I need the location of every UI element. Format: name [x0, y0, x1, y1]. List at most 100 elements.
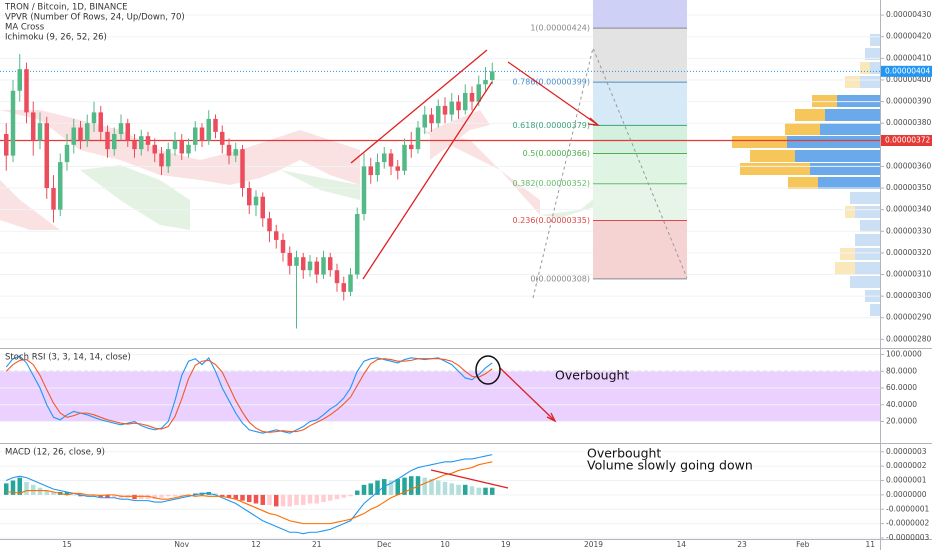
vp-row: [795, 109, 825, 121]
x-tick-label: 15: [62, 540, 72, 549]
candle-body: [375, 162, 380, 176]
candle-body: [294, 257, 299, 266]
indicator-label: VPVR (Number Of Rows, 24, Up/Down, 70): [5, 13, 185, 23]
histogram-bar: [24, 481, 29, 495]
price-tag-label: 0.00000372: [885, 135, 931, 144]
fib-label: 0(0.00000308): [530, 274, 590, 283]
y-tick-label: 0.00000350: [886, 183, 932, 192]
candle-body: [422, 114, 427, 128]
histogram-bar: [226, 494, 232, 498]
histogram-bar: [159, 494, 164, 498]
indicator-line: [6, 461, 493, 525]
candle-body: [105, 131, 110, 150]
fib-label: 1(0.00000424): [530, 24, 590, 33]
candle-body: [186, 144, 191, 154]
y-tick-label: 0.00000400: [886, 75, 932, 84]
candle-body: [233, 149, 238, 156]
plot-layer: 1(0.00000424) 0.786(0.00000399) 0.618(0.00…: [0, 0, 880, 539]
candle-body: [429, 114, 434, 124]
candle-body: [64, 144, 70, 163]
histogram-bar: [85, 494, 90, 497]
vp-row: [788, 177, 818, 189]
vp-row: [750, 150, 795, 162]
histogram-bar: [112, 494, 117, 498]
histogram-bar: [436, 480, 441, 495]
candle-body: [490, 71, 495, 80]
candle-body: [139, 136, 144, 150]
histogram-bar: [274, 494, 279, 507]
candle-body: [85, 123, 90, 141]
histogram-bar: [71, 494, 76, 496]
candle-body: [341, 283, 346, 292]
candle-body: [287, 252, 292, 266]
candle-body: [58, 162, 63, 210]
histogram-bar: [375, 480, 380, 495]
cloud-bearish: [0, 180, 60, 230]
x-tick-label: 11: [865, 540, 875, 549]
histogram-bar: [78, 494, 83, 497]
band: [0, 371, 880, 422]
candle-body: [24, 69, 29, 113]
histogram-bar: [91, 494, 97, 497]
vp-row: [860, 220, 880, 232]
histogram-bar: [145, 494, 151, 500]
candle-body: [71, 127, 76, 145]
histogram-bar: [361, 484, 367, 495]
histogram-bar: [31, 484, 36, 495]
cloud-bearish: [430, 110, 490, 160]
arrow: [507, 61, 599, 126]
candle-body: [166, 149, 171, 167]
x-tick-label: 21: [312, 540, 322, 549]
vp-row: [840, 248, 855, 260]
y-tick-label: 0.0000000: [886, 490, 927, 499]
candle-body: [361, 166, 367, 214]
y-tick-label: -0.0000001: [886, 504, 929, 513]
indicator-line: [5, 355, 493, 434]
drawings: [350, 46, 688, 489]
histogram-bar: [17, 477, 22, 495]
histogram-bar: [240, 494, 245, 501]
annotation: Overbought: [555, 368, 629, 383]
fib-label: 0.382(0.00000352): [513, 179, 591, 188]
candle-body: [260, 196, 265, 219]
histogram-bar: [334, 494, 340, 500]
annotation: Volume slowly going down: [587, 458, 753, 473]
candle-body: [51, 188, 56, 210]
histogram-bar: [220, 494, 225, 497]
fib-label: 0.5(0.00000366): [523, 149, 590, 158]
arrow: [499, 367, 556, 422]
candle-body: [348, 274, 353, 292]
x-tick-label: 12: [251, 540, 261, 549]
fib-label: 0.786(0.00000399): [513, 78, 591, 87]
histogram-bar: [247, 494, 252, 503]
y-tick-label: 0.00000430: [886, 10, 932, 19]
histogram-bar: [395, 479, 400, 495]
pane-title: MACD (12, 26, close, 9): [5, 448, 105, 458]
y-tick-label: 0.0000002: [886, 461, 927, 470]
y-tick-label: 0.0000003: [886, 447, 927, 456]
vp-row: [855, 262, 880, 274]
vp-row: [860, 76, 880, 88]
candle-body: [199, 127, 205, 141]
candle-body: [388, 153, 394, 167]
vp-row: [820, 123, 880, 135]
vp-row: [812, 95, 837, 107]
chart-title: TRON / Bitcoin, 1D, BINANCE: [4, 3, 128, 13]
histogram-bar: [314, 494, 319, 504]
vp-row: [870, 34, 880, 46]
y-tick-label: 0.00000380: [886, 118, 932, 127]
indicator-label: MA Cross: [5, 23, 45, 33]
candle-body: [415, 127, 421, 150]
candle-body: [469, 92, 475, 102]
fib-band: [593, 183, 687, 221]
price-tag: [881, 134, 932, 146]
vp-row: [850, 276, 880, 288]
histogram-bar: [294, 494, 299, 505]
candle-body: [17, 69, 22, 91]
histogram-bar: [469, 486, 475, 495]
y-tick-label: 0.00000320: [886, 248, 932, 257]
histogram-bar: [388, 480, 394, 495]
fib-label: 0.618(0.00000379): [513, 121, 591, 130]
candle-body: [409, 144, 414, 150]
histogram-bar: [213, 493, 218, 495]
